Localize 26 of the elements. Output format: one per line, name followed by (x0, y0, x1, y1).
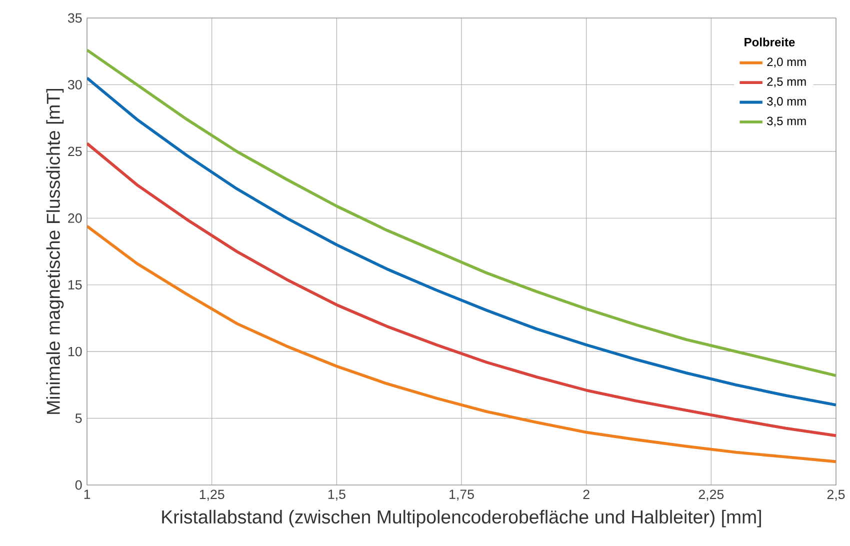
x-tick-label: 2,5 (827, 490, 845, 501)
legend-label: 3,0 mm (767, 97, 806, 107)
line-series (87, 224, 836, 464)
legend-label: 3,5 mm (767, 116, 806, 127)
legend-label: 2,0 mm (767, 58, 806, 68)
y-tick-label: 0 (75, 480, 82, 490)
legend-title: Polbreite (744, 38, 795, 46)
y-tick-label: 5 (75, 414, 82, 423)
y-tick-label: 35 (68, 13, 82, 23)
y-tick-label: 30 (68, 80, 82, 90)
x-tick-label: 1,5 (328, 490, 346, 501)
x-tick-label: 2,25 (698, 490, 724, 501)
x-axis-title: Kristallabstand (zwischen Multipolencoderobefläche und Halbleiter) [mm] (162, 510, 761, 528)
line-series (87, 142, 836, 438)
y-tick-label: 10 (68, 346, 82, 356)
line-series (87, 48, 836, 378)
x-tick-label: 1,25 (200, 490, 224, 501)
legend-label: 2,5 mm (767, 77, 806, 88)
x-tick-label: 1 (84, 490, 90, 499)
x-tick-label: 1,75 (450, 490, 474, 501)
line-series (87, 76, 836, 406)
x-tick-label: 2 (583, 490, 590, 500)
y-tick-label: 25 (68, 146, 82, 156)
y-tick-label: 20 (68, 213, 82, 223)
y-axis-title: Minimale magnetische Flussdichte [mT] (46, 88, 64, 414)
y-tick-label: 15 (68, 280, 82, 290)
